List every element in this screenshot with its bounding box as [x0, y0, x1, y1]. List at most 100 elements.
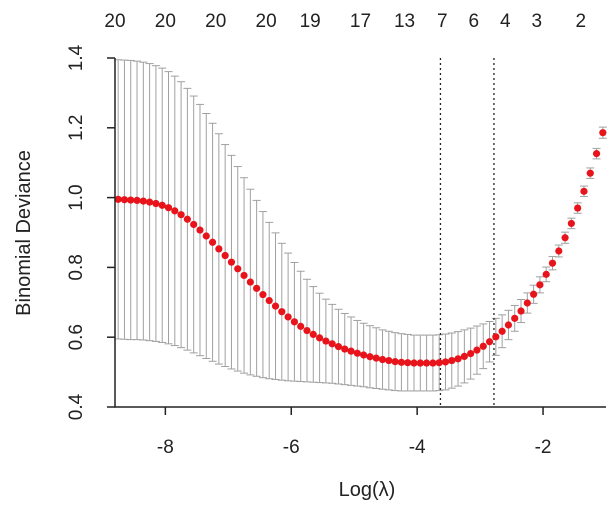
top-axis-label: 7 [437, 11, 448, 32]
y-tick-label: 0.6 [66, 324, 87, 350]
deviance-point [473, 346, 481, 354]
deviance-point [372, 354, 380, 362]
deviance-point [454, 355, 462, 363]
deviance-point [341, 345, 349, 353]
deviance-point [290, 318, 299, 326]
top-axis-label: 20 [104, 11, 125, 32]
deviance-point [114, 195, 122, 203]
deviance-point [152, 199, 160, 208]
deviance-point [567, 219, 575, 228]
deviance-point [523, 299, 531, 307]
axes: -8 -6 -4 -2 0.4 0.6 0.8 1.0 1.2 1.4 20 20 20 20 19 17 13… [66, 11, 606, 458]
deviance-point [164, 204, 173, 212]
deviance-point [485, 338, 494, 346]
deviance-point [391, 358, 399, 366]
deviance-point [353, 349, 361, 357]
deviance-point [139, 197, 147, 205]
deviance-point [127, 196, 135, 204]
deviance-point [177, 211, 185, 219]
deviance-point [467, 350, 475, 358]
deviance-point [479, 342, 487, 350]
deviance-point [366, 353, 374, 361]
y-tick-label: 1.4 [66, 44, 87, 71]
deviance-point [360, 351, 368, 359]
deviance-point [378, 355, 387, 364]
deviance-point [435, 359, 443, 367]
deviance-point [448, 356, 456, 365]
deviance-point [202, 232, 210, 240]
y-axis-label: Binomial Deviance [13, 150, 35, 316]
deviance-point [315, 334, 324, 342]
deviance-point [322, 337, 330, 345]
deviance-point [517, 307, 525, 315]
deviance-point [555, 247, 563, 255]
deviance-point [498, 327, 506, 335]
deviance-point [196, 226, 204, 234]
error-bars [114, 59, 607, 392]
deviance-point [158, 201, 166, 209]
deviance-point [542, 270, 550, 278]
deviance-point [133, 196, 141, 204]
y-tick-label: 0.8 [66, 254, 87, 280]
deviance-point [309, 330, 317, 339]
deviance-point [530, 290, 538, 298]
deviance-point [347, 347, 355, 355]
deviance-point [416, 359, 424, 367]
deviance-point [271, 302, 280, 310]
deviance-point [227, 258, 236, 266]
x-axis-label: Log(λ) [339, 479, 396, 501]
deviance-point [278, 308, 286, 316]
y-tick-label: 1.0 [66, 184, 87, 210]
x-tick-label: -2 [535, 437, 552, 458]
top-axis-label: 2 [576, 11, 587, 32]
deviance-point [240, 271, 248, 280]
deviance-point [303, 326, 311, 335]
top-axis-label: 20 [205, 11, 226, 32]
deviance-point [536, 281, 544, 289]
deviance-point [592, 150, 601, 158]
deviance-point [190, 220, 198, 229]
deviance-point [120, 196, 129, 204]
deviance-point [246, 278, 254, 286]
deviance-point [511, 314, 519, 322]
deviance-point [253, 284, 261, 292]
deviance-point [404, 359, 412, 367]
deviance-point [221, 251, 229, 260]
deviance-point [441, 358, 450, 366]
deviance-point [146, 198, 154, 206]
top-axis-label: 19 [300, 11, 321, 32]
deviance-point [215, 245, 223, 253]
deviance-point [599, 129, 607, 137]
x-tick-label: -8 [157, 437, 174, 458]
top-axis-label: 4 [500, 11, 511, 32]
deviance-point [561, 234, 569, 242]
deviance-point [422, 359, 431, 367]
deviance-point [297, 322, 305, 330]
deviance-point [460, 352, 468, 360]
deviance-point [385, 356, 393, 365]
deviance-point [171, 207, 179, 215]
top-axis-label: 6 [469, 11, 480, 32]
y-tick-label: 1.2 [66, 115, 87, 141]
deviance-point [492, 333, 500, 341]
deviance-point [548, 259, 557, 267]
top-axis-label: 20 [155, 11, 176, 32]
deviance-point [580, 187, 588, 195]
deviance-point [284, 313, 292, 321]
deviance-point [183, 215, 191, 223]
top-axis-label: 13 [394, 11, 415, 32]
x-tick-label: -4 [409, 437, 426, 458]
deviance-point [334, 343, 343, 351]
deviance-point [234, 265, 242, 273]
deviance-point [328, 340, 336, 348]
deviance-point [259, 291, 267, 299]
top-axis-label: 17 [350, 11, 371, 32]
deviance-point [574, 204, 582, 212]
top-axis-label: 20 [256, 11, 277, 32]
lambda-reference-lines [439, 58, 495, 407]
top-axis-label: 3 [531, 11, 542, 32]
x-tick-label: -6 [283, 437, 300, 458]
deviance-point [265, 296, 273, 305]
deviance-point [504, 321, 513, 329]
